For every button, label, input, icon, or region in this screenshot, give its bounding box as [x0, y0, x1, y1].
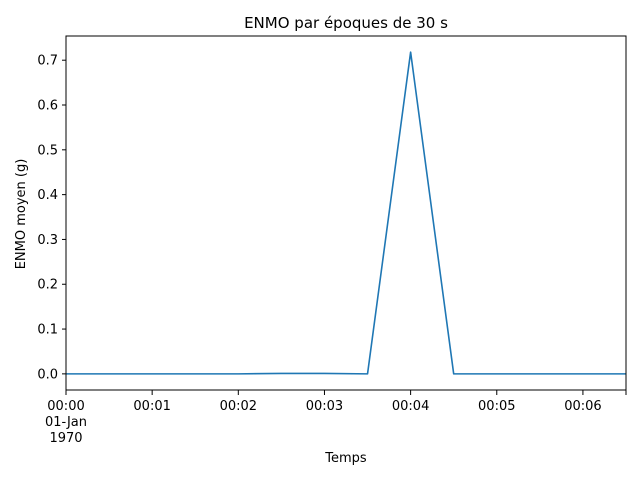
x-tick-label: 00:04 [392, 399, 429, 414]
chart-title: ENMO par époques de 30 s [244, 14, 448, 32]
y-tick-label: 0.6 [37, 99, 58, 114]
x-tick-label: 00:05 [478, 399, 515, 414]
y-tick-label: 0.2 [37, 278, 58, 293]
y-tick-label: 0.1 [37, 323, 58, 338]
x-tick-label: 01-Jan [45, 415, 87, 430]
y-tick-label: 0.5 [37, 143, 58, 158]
x-tick-label: 00:03 [306, 399, 343, 414]
x-tick-label: 00:00 [47, 399, 84, 414]
x-axis-label: Temps [324, 451, 367, 466]
y-tick-label: 0.7 [37, 54, 58, 69]
x-tick-label: 00:01 [133, 399, 170, 414]
y-tick-label: 0.4 [37, 188, 58, 203]
y-axis-label: ENMO moyen (g) [14, 159, 29, 270]
x-tick-label: 00:02 [220, 399, 257, 414]
y-tick-label: 0.0 [37, 367, 58, 382]
y-tick-label: 0.3 [37, 233, 58, 248]
plot-frame [65, 35, 627, 391]
x-tick-label: 00:06 [564, 399, 601, 414]
series-line-enmo [66, 51, 626, 375]
y-axis-ticks: 0.0 0.1 0.2 0.3 0.4 0.5 0.6 0.7 [37, 54, 66, 382]
x-tick-label: 1970 [49, 431, 82, 446]
